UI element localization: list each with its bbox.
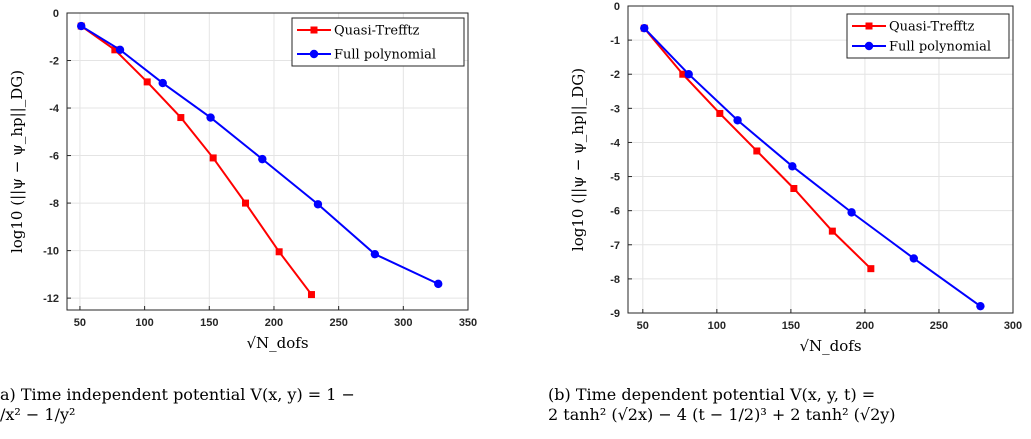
y-tick-label: -9 xyxy=(610,308,620,320)
data-point-square xyxy=(275,248,283,256)
caption-b: (b) Time dependent potential V(x, y, t) … xyxy=(548,385,896,425)
data-point-square xyxy=(111,46,119,54)
data-point-circle xyxy=(684,70,693,79)
data-point-circle xyxy=(788,162,797,171)
y-tick-label: -8 xyxy=(610,274,620,286)
y-tick-label: -10 xyxy=(43,246,59,258)
data-point-square xyxy=(790,184,798,192)
x-tick-label: 350 xyxy=(459,317,477,329)
data-point-square xyxy=(242,199,250,207)
data-point-circle xyxy=(976,301,985,311)
y-tick-label: -5 xyxy=(610,172,620,184)
chart-0: 50 100 150 200 250 300 350 0 -2 -4 -6 -8 -10 -12 √N_do… xyxy=(8,8,477,352)
data-point-square xyxy=(177,114,185,122)
x-tick-label: 150 xyxy=(782,320,800,332)
legend-box xyxy=(846,13,1010,59)
x-tick-label: 100 xyxy=(708,320,726,332)
y-axis-label: log10 (||ψ − ψ_hp||_DG) xyxy=(8,70,26,253)
data-point-circle xyxy=(258,154,267,164)
legend-entry: Quasi-Trefftz xyxy=(297,24,420,39)
y-tick-label: -12 xyxy=(43,293,59,305)
caption-a-line1: a) Time independent potential V(x, y) = … xyxy=(0,385,355,404)
x-tick-label: 250 xyxy=(329,317,347,329)
x-tick-label: 50 xyxy=(637,320,649,332)
legend-entry: Full polynomial xyxy=(852,40,991,55)
chart-1: 50 100 150 200 250 300 0 -1 -2 -3 -4 -5 -6 -7 -8 -9 √N_d… xyxy=(569,1,1022,355)
data-point-circle xyxy=(206,113,215,122)
series-line xyxy=(80,25,313,296)
data-point-square xyxy=(679,70,687,78)
y-tick-label: -2 xyxy=(49,56,59,68)
series-full-polynomial xyxy=(640,23,985,311)
legend-entry: Quasi-Trefftz xyxy=(852,20,975,35)
legend-label: Quasi-Trefftz xyxy=(334,24,420,39)
y-tick-label: -8 xyxy=(49,198,59,210)
x-tick-label: 200 xyxy=(856,320,874,332)
legend-marker-square xyxy=(310,26,318,34)
x-tick-label: 50 xyxy=(74,317,86,329)
y-tick-label: 0 xyxy=(53,8,59,20)
data-point-circle xyxy=(370,249,380,259)
legend-entry: Full polynomial xyxy=(297,48,436,63)
caption-b-line2: 2 tanh² (√2x) − 4 (t − 1/2)³ + 2 tanh² (… xyxy=(548,405,896,424)
data-point-circle xyxy=(115,45,125,55)
legend-marker-circle xyxy=(309,49,319,59)
x-tick-label: 200 xyxy=(265,317,283,329)
data-point-square xyxy=(307,291,315,299)
data-point-circle xyxy=(434,279,443,289)
legend-label: Full polynomial xyxy=(334,48,436,63)
y-tick-label: 0 xyxy=(614,1,620,13)
series-line xyxy=(80,25,439,285)
legend: Quasi-Trefftz Full polynomial xyxy=(291,17,465,67)
x-tick-label: 300 xyxy=(394,317,412,329)
caption-b-line1: (b) Time dependent potential V(x, y, t) … xyxy=(548,385,876,404)
legend-marker-square xyxy=(865,22,873,30)
legend-label: Quasi-Trefftz xyxy=(889,20,975,35)
data-point-circle xyxy=(77,21,86,31)
data-point-square xyxy=(143,78,151,86)
caption-a: a) Time independent potential V(x, y) = … xyxy=(0,385,355,425)
plot-frame xyxy=(66,12,469,311)
x-tick-label: 150 xyxy=(200,317,218,329)
legend: Quasi-Trefftz Full polynomial xyxy=(846,13,1010,59)
y-tick-label: -4 xyxy=(610,137,621,149)
x-axis-label: √N_dofs xyxy=(246,334,308,352)
legend-marker-circle xyxy=(864,41,874,51)
series-full-polynomial xyxy=(77,21,443,289)
data-point-circle xyxy=(158,78,167,88)
y-tick-label: -1 xyxy=(610,35,620,47)
plot-frame xyxy=(627,5,1014,314)
y-tick-label: -7 xyxy=(610,240,620,252)
y-tick-label: -6 xyxy=(610,206,620,218)
data-point-square xyxy=(209,154,217,162)
series-line xyxy=(643,27,982,307)
data-point-circle xyxy=(313,200,323,209)
x-tick-label: 300 xyxy=(1004,320,1022,332)
data-point-circle xyxy=(909,254,918,263)
data-point-square xyxy=(753,147,761,155)
x-axis-label: √N_dofs xyxy=(799,337,861,355)
legend-box xyxy=(291,17,465,67)
data-point-square xyxy=(867,265,875,273)
y-tick-label: -4 xyxy=(49,103,60,115)
y-tick-label: -2 xyxy=(610,69,620,81)
y-tick-label: -6 xyxy=(49,151,59,163)
data-point-square xyxy=(716,109,724,117)
data-point-circle xyxy=(640,23,649,33)
caption-a-line2: /x² − 1/y² xyxy=(0,405,76,424)
x-tick-label: 100 xyxy=(135,317,153,329)
x-tick-label: 250 xyxy=(930,320,948,332)
data-point-square xyxy=(828,227,836,235)
data-point-circle xyxy=(847,208,856,217)
legend-label: Full polynomial xyxy=(889,40,991,55)
series-quasi-trefftz xyxy=(77,22,315,299)
y-tick-label: -3 xyxy=(610,103,620,115)
y-axis-label: log10 (||ψ − ψ_hp||_DG) xyxy=(569,68,587,251)
data-point-circle xyxy=(733,116,742,125)
